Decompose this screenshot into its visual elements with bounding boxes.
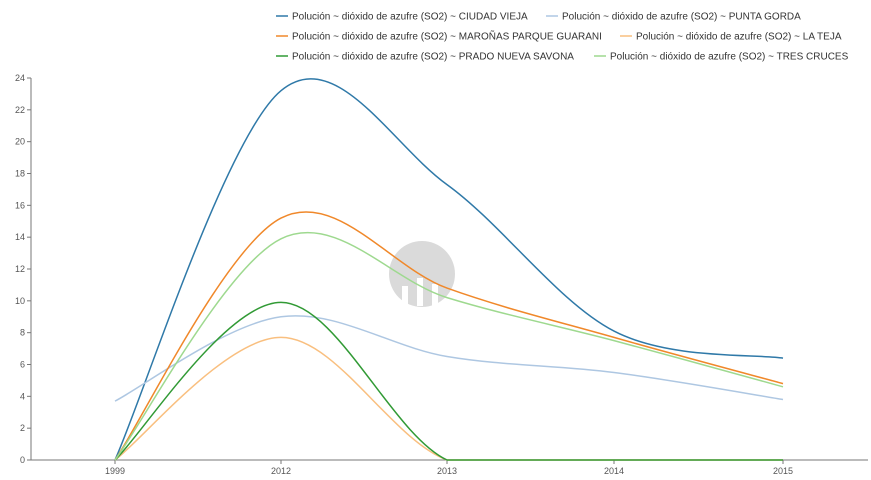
y-tick-label: 22 bbox=[15, 105, 25, 115]
x-tick-label: 2012 bbox=[271, 466, 291, 476]
watermark-logo-icon bbox=[389, 241, 455, 307]
legend-label: Polución ~ dióxido de azufre (SO2) ~ MAR… bbox=[292, 30, 602, 43]
legend-item[interactable]: Polución ~ dióxido de azufre (SO2) ~ TRE… bbox=[594, 52, 849, 63]
x-tick-label: 1999 bbox=[105, 466, 125, 476]
y-tick-label: 14 bbox=[15, 232, 25, 242]
y-tick-label: 16 bbox=[15, 200, 25, 210]
plot-area bbox=[114, 78, 784, 461]
y-tick-label: 20 bbox=[15, 137, 25, 147]
y-tick-label: 18 bbox=[15, 169, 25, 179]
y-tick-label: 2 bbox=[20, 423, 25, 433]
legend-label: Polución ~ dióxido de azufre (SO2) ~ LA … bbox=[636, 32, 842, 43]
x-axis: 1999 2012 2013 2014 2015 bbox=[31, 459, 868, 476]
x-tick-label: 2013 bbox=[437, 466, 457, 476]
legend-item[interactable]: Polución ~ dióxido de azufre (SO2) ~ LA … bbox=[620, 32, 842, 43]
y-tick-label: 12 bbox=[15, 264, 25, 274]
x-tick-label: 2014 bbox=[604, 466, 624, 476]
legend-item[interactable]: Polución ~ dióxido de azufre (SO2) ~ PRA… bbox=[276, 52, 574, 63]
legend-item[interactable]: Polución ~ dióxido de azufre (SO2) ~ CIU… bbox=[276, 12, 528, 23]
series-line-2 bbox=[114, 315, 784, 402]
y-tick-label: 0 bbox=[20, 455, 25, 465]
series-line-1 bbox=[114, 78, 784, 461]
legend-label: Polución ~ dióxido de azufre (SO2) ~ TRE… bbox=[610, 52, 849, 63]
legend-label: Polución ~ dióxido de azufre (SO2) ~ PRA… bbox=[292, 52, 574, 63]
y-tick-label: 10 bbox=[15, 296, 25, 306]
y-tick-label: 4 bbox=[20, 391, 25, 401]
legend-label: Polución ~ dióxido de azufre (SO2) ~ PUN… bbox=[562, 12, 801, 23]
y-tick-label: 6 bbox=[20, 360, 25, 370]
series-line-5 bbox=[114, 301, 783, 461]
y-tick-label: 8 bbox=[20, 328, 25, 338]
series-line-6 bbox=[114, 231, 784, 461]
x-tick-label: 2015 bbox=[773, 466, 793, 476]
y-tick-label: 24 bbox=[15, 73, 25, 83]
legend-label: Polución ~ dióxido de azufre (SO2) ~ CIU… bbox=[292, 12, 528, 23]
legend-item[interactable]: Polución ~ dióxido de azufre (SO2) ~ PUN… bbox=[546, 12, 801, 23]
legend-item[interactable]: Polución ~ dióxido de azufre (SO2) ~ MAR… bbox=[276, 30, 602, 43]
legend: Polución ~ dióxido de azufre (SO2) ~ CIU… bbox=[276, 12, 849, 63]
series-line-3 bbox=[114, 211, 784, 461]
